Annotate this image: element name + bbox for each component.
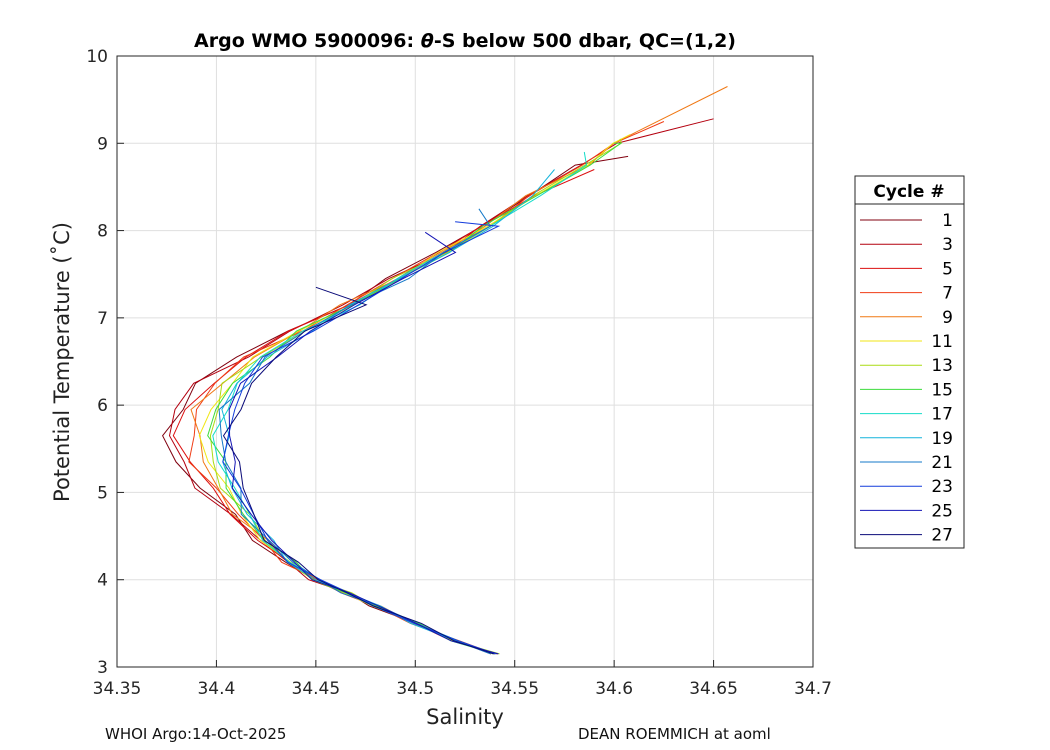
y-tick-label: 4 bbox=[97, 571, 108, 591]
plot-frame bbox=[116, 55, 814, 668]
series-line-cycle-27 bbox=[222, 286, 494, 655]
x-tick-label: 34.6 bbox=[595, 679, 633, 699]
x-tick-label: 34.55 bbox=[490, 679, 539, 699]
series-line-cycle-21 bbox=[218, 208, 492, 655]
title-suffix: -S below 500 dbar, QC=(1,2) bbox=[434, 30, 736, 52]
x-tick-label: 34.35 bbox=[93, 679, 142, 699]
y-tick-label: 8 bbox=[97, 222, 108, 242]
legend-label-cycle-27: 27 bbox=[931, 526, 953, 546]
series-line-cycle-5 bbox=[172, 169, 595, 655]
x-tick-labels: 34.35 34.4 34.45 34.5 34.55 34.6 34.65 34.7 bbox=[93, 679, 832, 699]
legend-label-cycle-5: 5 bbox=[942, 259, 953, 279]
series-line-cycle-25 bbox=[228, 231, 499, 655]
legend-label-cycle-7: 7 bbox=[942, 284, 953, 304]
y-tick-label: 7 bbox=[97, 309, 108, 329]
x-tick-label: 34.4 bbox=[197, 679, 235, 699]
y-axis-label: Potential Temperature (˚C) bbox=[50, 222, 74, 502]
y-tick-label: 6 bbox=[97, 396, 108, 416]
series-line-cycle-13 bbox=[209, 138, 622, 655]
legend-label-cycle-21: 21 bbox=[931, 453, 953, 473]
y-tick-label: 9 bbox=[97, 134, 108, 154]
series-line-cycle-9 bbox=[190, 86, 728, 655]
series-line-cycle-23 bbox=[222, 221, 501, 655]
legend-label-cycle-3: 3 bbox=[942, 235, 953, 255]
series-line-cycle-19 bbox=[221, 169, 555, 655]
footer-left: WHOI Argo:14-Oct-2025 bbox=[105, 725, 287, 743]
x-axis-label: Salinity bbox=[426, 705, 504, 729]
legend-label-cycle-23: 23 bbox=[931, 477, 953, 497]
plot-lines bbox=[162, 86, 728, 655]
legend-label-cycle-25: 25 bbox=[931, 501, 953, 521]
legend-label-cycle-1: 1 bbox=[942, 211, 953, 231]
x-tick-label: 34.5 bbox=[396, 679, 434, 699]
title-prefix: Argo WMO 5900096: bbox=[194, 30, 421, 52]
x-tick-label: 34.45 bbox=[292, 679, 341, 699]
legend-label-cycle-13: 13 bbox=[931, 356, 953, 376]
legend-label-cycle-11: 11 bbox=[931, 332, 953, 352]
legend-label-cycle-15: 15 bbox=[931, 380, 953, 400]
series-line-cycle-11 bbox=[198, 134, 631, 655]
series-line-cycle-3 bbox=[168, 118, 714, 655]
y-tick-labels: 3 4 5 6 7 8 9 10 bbox=[86, 47, 108, 678]
grid bbox=[116, 55, 814, 668]
y-tick-label: 5 bbox=[97, 483, 108, 503]
y-tick-label: 10 bbox=[86, 47, 108, 67]
legend-label-cycle-17: 17 bbox=[931, 405, 953, 425]
y-tick-label: 3 bbox=[97, 658, 108, 678]
legend-label-cycle-19: 19 bbox=[931, 429, 953, 449]
series-line-cycle-15 bbox=[207, 142, 623, 655]
legend-label-cycle-9: 9 bbox=[942, 308, 953, 328]
x-tick-label: 34.7 bbox=[794, 679, 832, 699]
title-theta: θ bbox=[421, 30, 434, 52]
x-tick-label: 34.65 bbox=[689, 679, 738, 699]
chart-title: Argo WMO 5900096: θ-S below 500 dbar, QC… bbox=[194, 30, 736, 52]
footer-right: DEAN ROEMMICH at aoml bbox=[578, 725, 771, 743]
series-line-cycle-17 bbox=[212, 151, 588, 655]
legend-title: Cycle # bbox=[873, 182, 944, 202]
series-line-cycle-7 bbox=[188, 121, 665, 655]
